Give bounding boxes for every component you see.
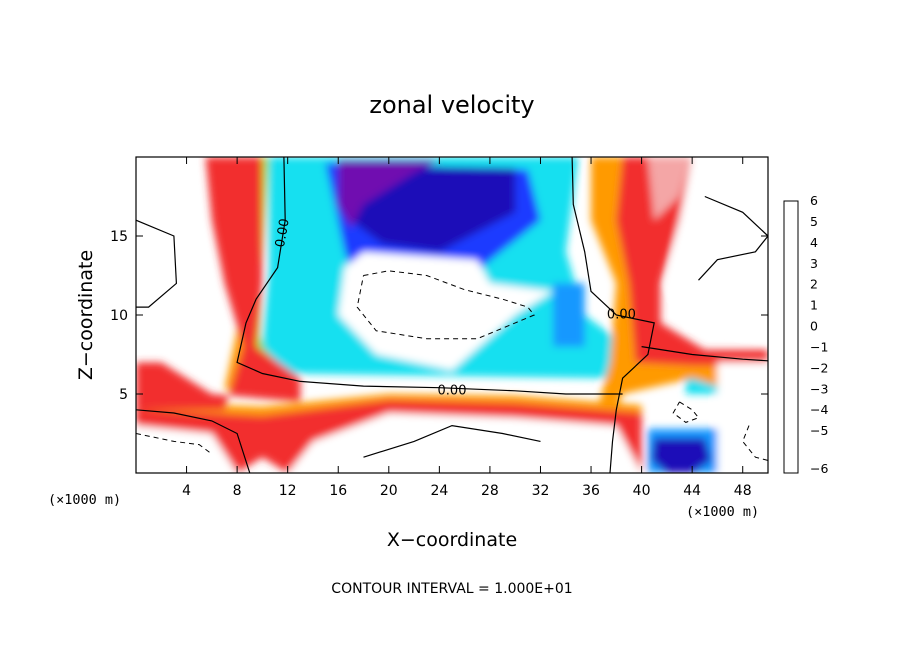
contour-label-text: 0.00 [273,218,293,249]
y-tick-label: 15 [110,229,128,245]
contour-line-zero [136,409,251,473]
colorbar-tick-label: 1 [810,298,818,313]
x-tick-label: 24 [430,483,448,499]
field-region [136,157,301,410]
colorbar-tick-label: −6 [810,461,828,476]
y-axis-label: Z−coordinate [75,250,97,380]
contour-line-zero [363,424,541,458]
x-tick-label: 20 [380,483,398,499]
x-tick-label: 40 [633,483,651,499]
contour-line-zero [571,157,655,473]
colorbar: 6 5 4 3 2 1 0 −1 −2 −3 −4 −5 −6 [783,193,828,476]
x-unit-label: (×1000 m) [686,504,759,520]
colorbar-tick-label: −1 [810,340,828,355]
velocity-field [136,157,768,473]
y-tick-label: 10 [110,308,128,324]
colorbar-tick-label: −2 [810,360,828,375]
contour-line-zero [698,195,768,281]
colorbar-tick-label: 3 [810,256,818,271]
field-zero-region [717,362,768,473]
colorbar-tick-label: −3 [810,381,828,396]
contour-line-negative [672,401,700,423]
field-region [553,283,585,347]
colorbar-tick-label: 4 [810,235,818,250]
x-axis-label: X−coordinate [387,529,517,551]
contour-interval-note: CONTOUR INTERVAL = 1.000E+01 [331,581,572,597]
x-tick-label: 16 [329,483,347,499]
field-zero-region [338,251,554,371]
plot-area: 0.00 0.00 0.00 [136,157,768,473]
colorbar-tick-label: 2 [810,277,818,292]
field-zero-region [666,157,768,339]
field-region [338,160,440,229]
field-region [647,157,693,221]
x-tick-label: 36 [582,483,600,499]
z-unit-label: (×1000 m) [48,492,121,508]
contour-lines: 0.00 0.00 0.00 [136,157,768,473]
contour-line-negative [742,425,768,461]
colorbar-frame [783,200,799,474]
y-axis-ticks: 5 10 15 [110,229,768,403]
colorbar-tick-label: 5 [810,214,818,229]
colorbar-tick-label: 6 [810,193,818,208]
x-tick-label: 8 [233,483,242,499]
colorbar-tick-label: −4 [810,402,828,417]
x-tick-label: 48 [734,483,752,499]
x-tick-label: 44 [683,483,701,499]
x-tick-label: 32 [532,483,550,499]
contour-label: 0.00 [273,218,293,249]
contour-label-text: 0.00 [438,383,467,398]
x-axis-ticks: 4 8 12 16 20 24 28 32 36 40 44 48 [182,157,752,499]
contour-label: 0.00 [438,383,467,398]
x-tick-label: 28 [481,483,499,499]
field-region [651,438,712,473]
contour-line-zero [236,157,623,395]
x-tick-label: 4 [182,483,191,499]
x-tick-label: 12 [279,483,297,499]
y-tick-label: 5 [119,387,128,403]
chart-title: zonal velocity [369,91,534,119]
contour-line-zero [136,219,178,308]
colorbar-tick-label: 0 [810,319,818,334]
contour-label: 0.00 [607,307,636,322]
contour-line-negative [356,270,536,340]
field-zero-region [136,157,187,347]
field-zero-region [136,425,238,473]
colorbar-tick-label: −5 [810,423,828,438]
field-zero-region [287,413,642,473]
contour-line-zero [641,346,768,362]
contour-line-negative [136,433,213,455]
contour-label-text: 0.00 [607,307,636,322]
